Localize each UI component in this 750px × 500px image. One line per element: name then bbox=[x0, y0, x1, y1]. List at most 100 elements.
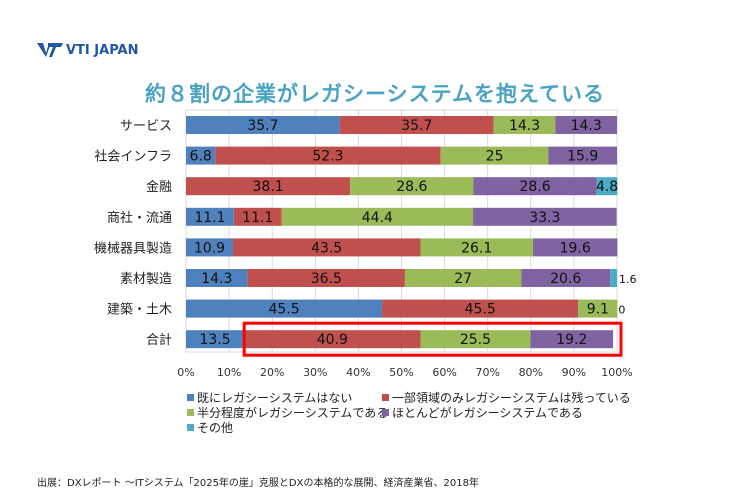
bar-segment bbox=[186, 207, 234, 226]
x-tick-label: 90% bbox=[562, 366, 586, 379]
chart-title: 約８割の企業がレガシーシステムを抱えている bbox=[145, 82, 605, 106]
data-label: 6.8 bbox=[190, 149, 212, 165]
data-label: 35.7 bbox=[247, 118, 278, 134]
bar-segment bbox=[473, 177, 597, 196]
bar-segment bbox=[244, 330, 421, 349]
data-label: 28.6 bbox=[520, 179, 551, 195]
category-label: 社会インフラ bbox=[94, 149, 172, 165]
stacked-bar-chart: 0% 10% 20% 30% 40% 50% 60% 70% 80% 90% 100% サービス 35.… bbox=[94, 109, 637, 435]
data-label: 38.1 bbox=[253, 179, 284, 195]
data-label: 19.6 bbox=[560, 240, 591, 256]
data-label: 35.7 bbox=[401, 118, 432, 134]
category-label: 合計 bbox=[146, 332, 172, 348]
x-tick-label: 40% bbox=[346, 366, 370, 379]
bar-segment bbox=[610, 269, 617, 287]
data-label: 43.5 bbox=[311, 240, 342, 256]
data-label: 25 bbox=[486, 149, 504, 165]
legend-swatch bbox=[187, 394, 194, 401]
data-label: 13.5 bbox=[200, 332, 231, 348]
data-label: 44.4 bbox=[362, 210, 393, 226]
data-label: 14.3 bbox=[509, 118, 540, 134]
bar-segment bbox=[420, 238, 533, 257]
bar-segment bbox=[350, 177, 474, 196]
data-label: 28.6 bbox=[396, 179, 427, 195]
data-label: 15.9 bbox=[567, 149, 598, 165]
data-label: 9.1 bbox=[587, 302, 609, 318]
legend-swatch bbox=[382, 394, 389, 401]
data-label: 11.1 bbox=[194, 210, 225, 226]
bar-segment bbox=[473, 207, 617, 226]
bar-segment bbox=[596, 177, 618, 196]
bar-segment bbox=[578, 299, 618, 318]
bar-segment bbox=[186, 177, 351, 196]
bar-segment bbox=[186, 269, 248, 287]
bar-segment bbox=[339, 116, 494, 134]
data-label: 33.3 bbox=[529, 210, 560, 226]
data-label: 11.1 bbox=[242, 210, 273, 226]
bar-segment bbox=[186, 299, 383, 318]
data-label: 25.5 bbox=[460, 332, 491, 348]
data-label: 14.3 bbox=[201, 271, 232, 287]
highlight-box bbox=[242, 321, 623, 357]
logo-text: VTI JAPAN bbox=[66, 42, 139, 58]
x-tick-label: 10% bbox=[217, 366, 241, 379]
data-label: 26.1 bbox=[461, 240, 492, 256]
data-label: 0 bbox=[618, 304, 625, 317]
bar-segment bbox=[186, 116, 340, 134]
x-tick-label: 50% bbox=[389, 366, 413, 379]
data-label: 45.5 bbox=[465, 302, 496, 318]
bar-segment bbox=[555, 116, 617, 134]
data-label: 52.3 bbox=[312, 149, 343, 165]
bar-segment bbox=[281, 207, 474, 226]
bar-segment bbox=[521, 269, 611, 287]
bar-segment bbox=[404, 269, 522, 287]
x-tick-label: 100% bbox=[601, 366, 632, 379]
data-label: 4.8 bbox=[596, 179, 618, 195]
legend-label: その他 bbox=[197, 421, 233, 435]
bar-segment bbox=[186, 238, 233, 257]
bar-segment bbox=[420, 330, 531, 349]
data-label: 27 bbox=[454, 271, 472, 287]
bar-segment bbox=[440, 146, 549, 165]
bar-segment bbox=[186, 330, 245, 349]
x-tick-label: 80% bbox=[519, 366, 543, 379]
data-label: 1.6 bbox=[619, 273, 637, 286]
source-citation: 出展：DXレポート ～ITシステム「2025年の崖」克服とDXの本格的な展開、経… bbox=[37, 478, 479, 489]
category-label: 素材製造 bbox=[120, 272, 172, 287]
bar-segment bbox=[232, 238, 421, 257]
bar-segment bbox=[530, 330, 614, 349]
legend-label: 既にレガシーシステムはない bbox=[197, 391, 352, 405]
legend-label: 一部領域のみレガシーシステムは残っている bbox=[392, 390, 631, 405]
data-label: 45.5 bbox=[268, 302, 299, 318]
bar-segment bbox=[493, 116, 556, 134]
bar-segment bbox=[548, 146, 617, 165]
vti-japan-logo: VTI JAPAN bbox=[37, 41, 138, 59]
category-label: 商社・流通 bbox=[107, 210, 172, 226]
bar-segment bbox=[215, 146, 441, 165]
bar-segment bbox=[233, 207, 282, 226]
bar-segment bbox=[247, 269, 405, 287]
bar-segment bbox=[186, 146, 216, 165]
bar-segment bbox=[382, 299, 579, 318]
data-label: 40.9 bbox=[317, 332, 348, 348]
x-tick-label: 20% bbox=[260, 366, 284, 379]
legend-swatch bbox=[382, 409, 389, 416]
category-label: 機械器具製造 bbox=[94, 241, 172, 256]
data-label: 10.9 bbox=[194, 240, 225, 256]
x-tick-label: 70% bbox=[475, 366, 499, 379]
legend-swatch bbox=[187, 409, 194, 416]
category-label: 金融 bbox=[146, 179, 172, 195]
x-tick-label: 0% bbox=[177, 366, 194, 379]
data-label: 36.5 bbox=[311, 271, 342, 287]
legend-label: 半分程度がレガシーシステムである bbox=[197, 405, 388, 420]
category-label: 建築・土木 bbox=[107, 303, 172, 318]
vti-logo-icon bbox=[37, 43, 63, 57]
legend-label: ほとんどがレガシーシステムである bbox=[392, 405, 583, 420]
x-tick-label: 30% bbox=[303, 366, 327, 379]
data-label: 19.2 bbox=[556, 332, 587, 348]
data-label: 14.3 bbox=[571, 118, 602, 134]
category-label: サービス bbox=[120, 119, 172, 134]
x-tick-label: 60% bbox=[432, 366, 456, 379]
bar-segment bbox=[532, 238, 618, 257]
data-label: 20.6 bbox=[550, 271, 581, 287]
